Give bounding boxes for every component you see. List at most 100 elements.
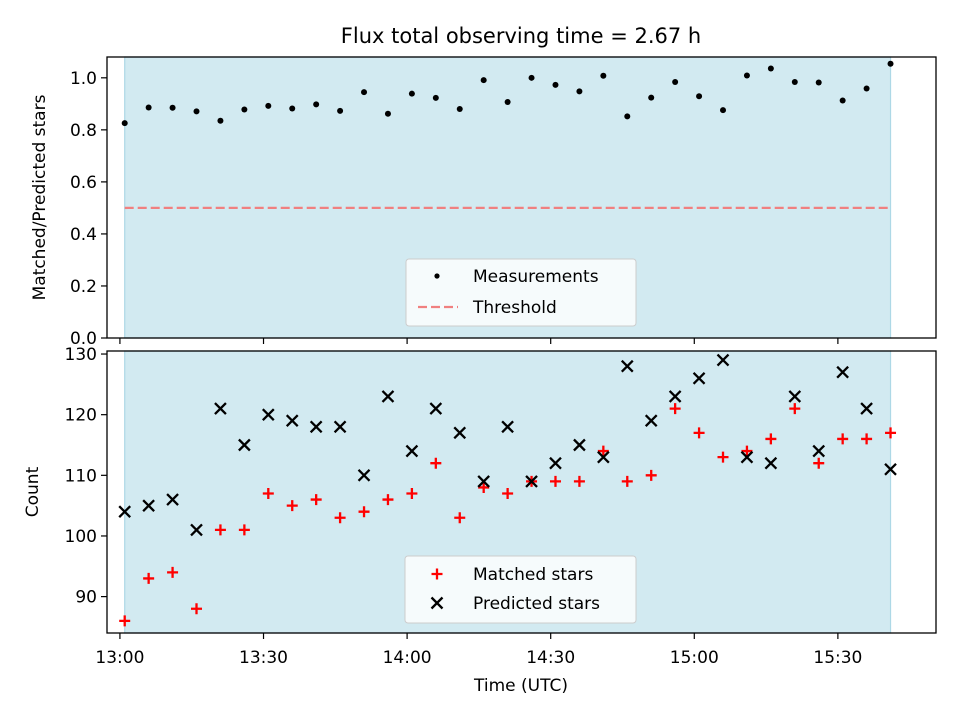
measurement-point xyxy=(145,104,152,111)
predicted-star-point xyxy=(238,438,251,452)
y-tick-label: 0.6 xyxy=(70,173,97,193)
matched-star-point xyxy=(478,481,490,493)
measurement-point xyxy=(863,85,870,92)
predicted-star-point xyxy=(549,456,562,470)
measurement-point xyxy=(648,94,655,101)
predicted-star-point xyxy=(357,469,371,482)
matched-star-point xyxy=(334,512,346,524)
predicted-star-point xyxy=(501,420,514,434)
x-tick-label: 14:00 xyxy=(383,648,432,668)
predicted-star-point xyxy=(477,475,491,488)
count-x-ticks: 13:00 13:30 14:00 14:30 15:00 15:30 xyxy=(95,633,862,668)
measurement-point xyxy=(720,107,727,114)
y-tick-label: 1.0 xyxy=(70,69,97,89)
matched-star-point xyxy=(669,403,681,415)
predicted-star-point xyxy=(405,444,419,458)
measurement-point xyxy=(193,108,200,115)
measurement-point xyxy=(624,113,631,120)
count-panel: 90 100 110 120 130 13:00 13:30 14:00 14:30 15:00… xyxy=(23,345,937,696)
x-tick-label: 13:00 xyxy=(95,648,144,668)
predicted-star-point xyxy=(142,499,155,512)
measurement-point xyxy=(791,78,798,85)
count-y-ticks: 90 100 110 120 130 xyxy=(65,345,107,608)
ratio-y-ticks: 0.0 0.2 0.4 0.6 0.8 1.0 xyxy=(70,69,107,349)
legend-predicted-marker xyxy=(430,596,444,610)
y-tick-label: 130 xyxy=(65,345,97,365)
matched-star-point xyxy=(597,445,609,457)
measurement-points xyxy=(121,60,894,127)
measurement-point xyxy=(265,102,272,109)
predicted-star-point xyxy=(740,450,754,464)
measurement-point xyxy=(576,88,583,95)
measurement-point xyxy=(480,77,487,84)
chart-title: Flux total observing time = 2.67 h xyxy=(341,24,701,48)
measurement-point xyxy=(767,65,774,72)
matched-star-point xyxy=(310,494,322,506)
matched-star-point xyxy=(143,572,155,584)
measurement-point xyxy=(743,72,750,79)
legend-predicted-label: Predicted stars xyxy=(473,594,600,614)
measurement-point xyxy=(384,110,391,117)
matched-star-point xyxy=(454,512,466,524)
matched-star-point xyxy=(693,427,705,439)
matched-star-point xyxy=(813,457,825,469)
x-tick-label: 15:30 xyxy=(813,648,862,668)
matched-star-point xyxy=(191,603,203,615)
predicted-star-point xyxy=(812,444,826,458)
measurement-point xyxy=(696,93,703,100)
measurement-point xyxy=(313,101,320,108)
x-tick-label: 13:30 xyxy=(239,648,288,668)
matched-star-points xyxy=(119,403,897,627)
measurement-point xyxy=(241,106,248,113)
predicted-star-point xyxy=(429,402,443,415)
ratio-legend: Measurements Threshold xyxy=(405,258,637,327)
ratio-legend-box xyxy=(405,258,637,327)
matched-star-point xyxy=(885,427,897,439)
measurement-point xyxy=(504,99,511,106)
matched-star-point xyxy=(262,488,274,500)
matched-star-point xyxy=(119,615,131,627)
measurement-point xyxy=(528,74,535,81)
predicted-star-point xyxy=(525,475,538,488)
legend-matched-label: Matched stars xyxy=(473,565,593,585)
measurement-point xyxy=(600,72,607,79)
matched-star-point xyxy=(382,494,394,506)
predicted-star-point xyxy=(381,390,395,403)
measurement-point xyxy=(169,104,176,111)
legend-threshold-label: Threshold xyxy=(472,298,557,318)
matched-star-point xyxy=(717,451,729,463)
y-tick-label: 0.4 xyxy=(70,225,97,245)
x-tick-label: 14:30 xyxy=(526,648,575,668)
count-legend: Matched stars Predicted stars xyxy=(404,555,637,624)
predicted-star-point xyxy=(573,438,586,452)
matched-star-point xyxy=(861,433,873,445)
measurement-point xyxy=(337,107,344,114)
y-tick-label: 100 xyxy=(65,527,97,547)
ratio-panel: 0.0 0.2 0.4 0.6 0.8 1.0 Matched/Predicted sta… xyxy=(30,56,937,349)
predicted-star-point xyxy=(836,365,849,379)
matched-star-point xyxy=(741,445,753,457)
matched-star-point xyxy=(573,475,585,487)
predicted-star-point xyxy=(190,523,203,537)
measurement-point xyxy=(672,78,679,85)
predicted-star-point xyxy=(644,414,658,428)
matched-star-point xyxy=(286,500,298,512)
ratio-panel-frame xyxy=(106,56,937,339)
matched-star-point xyxy=(358,506,370,518)
predicted-star-point xyxy=(453,426,467,440)
matched-star-point xyxy=(502,488,514,500)
y-tick-label: 120 xyxy=(65,406,97,426)
measurement-point xyxy=(839,97,846,104)
matched-star-point xyxy=(837,433,849,445)
x-tick-label: 15:00 xyxy=(670,648,719,668)
x-axis-label: Time (UTC) xyxy=(473,676,568,696)
y-tick-label: 0.8 xyxy=(70,121,97,141)
predicted-star-point xyxy=(309,420,323,434)
predicted-star-points xyxy=(118,353,897,537)
measurement-point xyxy=(408,90,415,97)
count-legend-box xyxy=(404,555,637,624)
matched-star-point xyxy=(645,469,657,481)
matched-star-point xyxy=(765,433,777,445)
matched-star-point xyxy=(167,566,179,578)
predicted-star-point xyxy=(860,402,873,415)
